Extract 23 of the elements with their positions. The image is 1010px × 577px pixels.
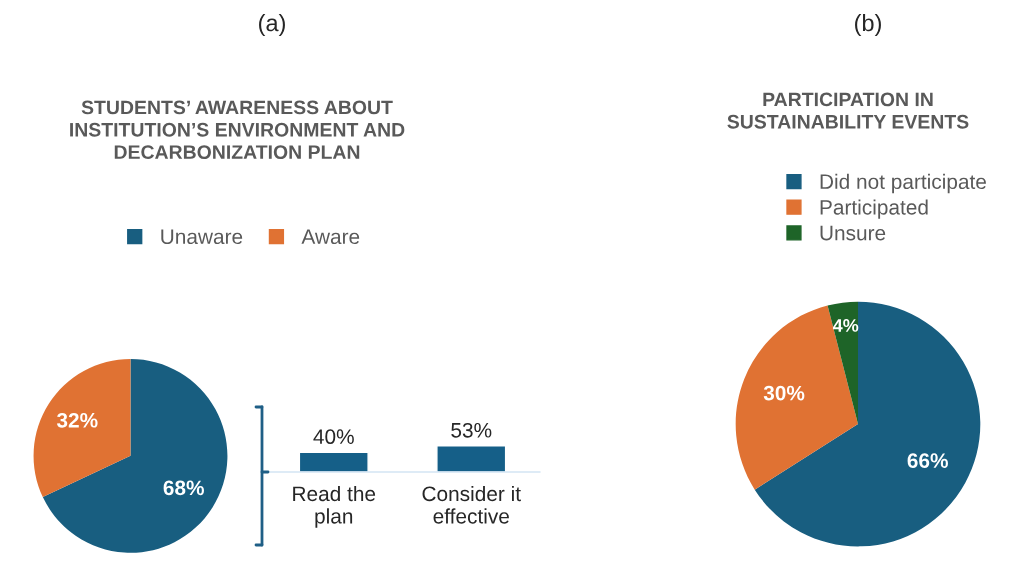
x-tick-label: Consider it effective [422, 485, 521, 524]
data-label: 53% [451, 422, 492, 438]
pie-slice [827, 301, 858, 425]
pie-slice [33, 358, 131, 498]
legend-label: Aware [301, 229, 360, 245]
chart-title: STUDENTS’ AWARENESS ABOUT INSTITUTION’S ENVIRONMENT AND DECARBONIZATION PLAN [70, 100, 405, 159]
legend-label: Did not participate [820, 173, 986, 194]
text: (b) [855, 14, 881, 36]
text: (a) [259, 14, 285, 36]
data-label: 4% [832, 319, 859, 332]
x-tick-label: Read the plan [293, 485, 376, 528]
chart-title: PARTICIPATION IN SUSTAINABILITY EVENTS [727, 92, 969, 129]
legend-label: Unsure [820, 225, 886, 241]
data-label: 68% [163, 480, 204, 496]
data-label: 32% [56, 412, 98, 428]
pie-slice [735, 305, 858, 490]
data-label: 30% [763, 385, 805, 401]
pie-slice [42, 358, 228, 553]
data-label: 40% [313, 429, 354, 445]
data-label: 66% [907, 453, 948, 468]
pie-slice [754, 301, 981, 547]
legend-label: Participated [820, 199, 928, 219]
legend-label: Unaware [161, 229, 243, 245]
